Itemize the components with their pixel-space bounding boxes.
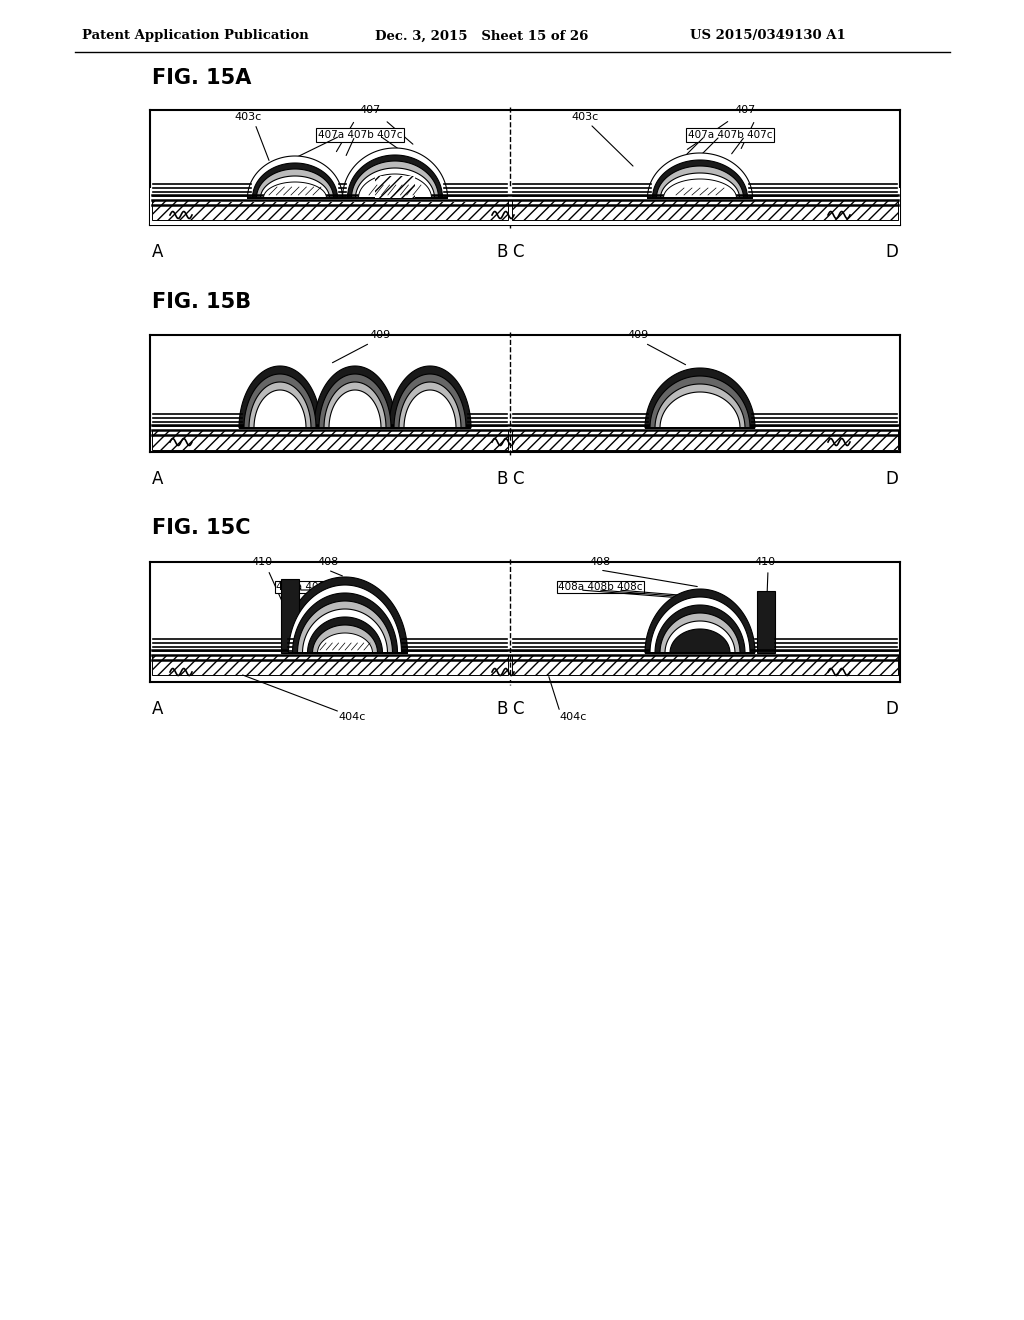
Polygon shape: [670, 630, 730, 653]
Polygon shape: [319, 374, 391, 428]
Polygon shape: [289, 585, 401, 653]
Polygon shape: [652, 160, 748, 198]
Text: 409: 409: [370, 330, 390, 341]
Text: Dec. 3, 2015   Sheet 15 of 26: Dec. 3, 2015 Sheet 15 of 26: [375, 29, 589, 42]
Text: 403c: 403c: [234, 112, 261, 121]
Polygon shape: [351, 161, 438, 198]
Bar: [512, 201, 898, 220]
Text: 407a 407b 407c: 407a 407b 407c: [688, 129, 772, 140]
Bar: [152, 220, 898, 223]
Text: 409: 409: [628, 330, 648, 341]
Polygon shape: [253, 162, 338, 198]
Text: B: B: [497, 700, 508, 718]
Polygon shape: [293, 593, 397, 653]
Polygon shape: [664, 180, 736, 198]
Polygon shape: [347, 154, 442, 198]
Polygon shape: [329, 389, 381, 428]
Text: A: A: [153, 470, 164, 488]
Polygon shape: [342, 148, 447, 198]
Polygon shape: [399, 381, 461, 428]
Text: 404c: 404c: [559, 711, 587, 722]
Text: 407: 407: [359, 106, 381, 115]
Polygon shape: [660, 612, 740, 653]
Text: B: B: [497, 243, 508, 261]
Text: C: C: [512, 700, 523, 718]
Bar: [512, 655, 898, 675]
Polygon shape: [263, 182, 327, 198]
Bar: [375, 176, 415, 198]
Bar: [512, 430, 898, 450]
Polygon shape: [389, 366, 471, 428]
Polygon shape: [298, 601, 392, 653]
Text: D: D: [886, 700, 898, 718]
Text: 404c: 404c: [338, 711, 366, 722]
Text: D: D: [886, 470, 898, 488]
Polygon shape: [324, 381, 386, 428]
Text: FIG. 15A: FIG. 15A: [152, 69, 251, 88]
Polygon shape: [248, 156, 342, 198]
Text: FIG. 15B: FIG. 15B: [152, 292, 251, 312]
Text: A: A: [153, 243, 164, 261]
Polygon shape: [254, 389, 306, 428]
Text: A: A: [153, 700, 164, 718]
Polygon shape: [650, 376, 750, 428]
Bar: [152, 655, 508, 675]
Polygon shape: [260, 176, 330, 198]
Text: 403c: 403c: [571, 112, 599, 121]
Polygon shape: [244, 374, 316, 428]
Polygon shape: [656, 166, 743, 198]
Polygon shape: [665, 620, 735, 653]
Polygon shape: [645, 589, 755, 653]
Text: 407: 407: [734, 106, 756, 115]
Polygon shape: [302, 609, 387, 653]
Polygon shape: [307, 616, 383, 653]
Polygon shape: [256, 169, 334, 198]
Text: 408: 408: [317, 557, 339, 568]
Polygon shape: [239, 366, 321, 428]
Polygon shape: [404, 389, 456, 428]
Polygon shape: [660, 392, 740, 428]
Polygon shape: [312, 624, 378, 653]
Polygon shape: [394, 374, 466, 428]
Bar: [757, 591, 775, 653]
Text: US 2015/0349130 A1: US 2015/0349130 A1: [690, 29, 846, 42]
Text: D: D: [886, 243, 898, 261]
Text: 410: 410: [755, 557, 775, 568]
Text: 408a 408b 408c: 408a 408b 408c: [275, 582, 360, 591]
Bar: [281, 579, 299, 653]
Polygon shape: [655, 605, 745, 653]
Polygon shape: [358, 174, 431, 198]
Bar: [150, 187, 900, 224]
Polygon shape: [317, 634, 373, 653]
Text: B: B: [497, 470, 508, 488]
Polygon shape: [647, 153, 753, 198]
Polygon shape: [314, 366, 396, 428]
Bar: [215, 194, 485, 202]
Text: Patent Application Publication: Patent Application Publication: [82, 29, 309, 42]
Text: 408: 408: [590, 557, 610, 568]
Text: C: C: [512, 470, 523, 488]
Text: 408a 408b 408c: 408a 408b 408c: [558, 582, 642, 591]
Polygon shape: [249, 381, 311, 428]
Text: 407a 407b 407c: 407a 407b 407c: [317, 129, 402, 140]
Polygon shape: [655, 384, 745, 428]
Polygon shape: [650, 597, 750, 653]
Bar: [152, 201, 508, 220]
Bar: [152, 675, 898, 680]
Text: 410: 410: [252, 557, 272, 568]
Text: FIG. 15C: FIG. 15C: [152, 517, 251, 539]
Polygon shape: [645, 368, 755, 428]
Bar: [152, 430, 508, 450]
Polygon shape: [660, 173, 739, 198]
Polygon shape: [283, 577, 408, 653]
Text: C: C: [512, 243, 523, 261]
Polygon shape: [355, 168, 434, 198]
